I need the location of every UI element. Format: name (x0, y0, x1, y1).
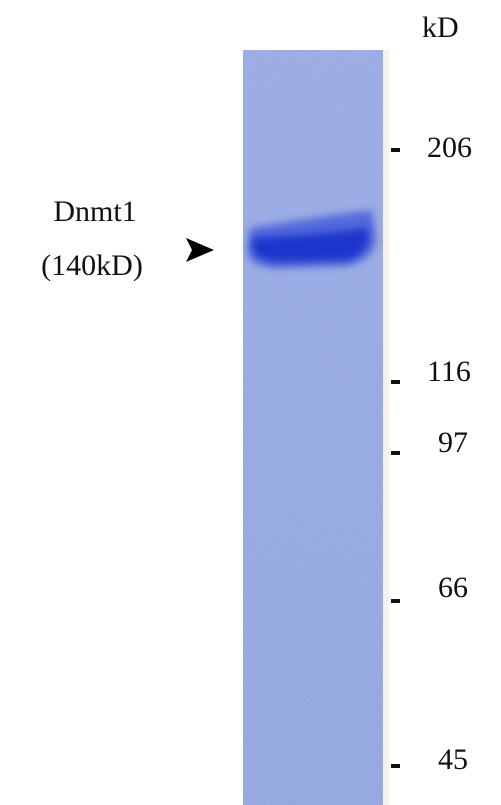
marker-label: 206 (427, 131, 472, 164)
gel-lane (243, 50, 383, 805)
marker-label: 45 (438, 743, 468, 776)
band-arrow (186, 238, 214, 262)
gel-figure: kD 206 116 97 66 45 Dnmt1 (140kD) (0, 0, 501, 805)
marker-ticks (391, 148, 400, 768)
lane-edge (383, 50, 389, 805)
band-name: Dnmt1 (53, 195, 136, 228)
marker-label: 97 (438, 426, 468, 459)
unit-label: kD (422, 11, 459, 44)
marker-label: 116 (427, 355, 471, 388)
marker-label: 66 (438, 571, 468, 604)
band-size: (140kD) (41, 249, 143, 282)
